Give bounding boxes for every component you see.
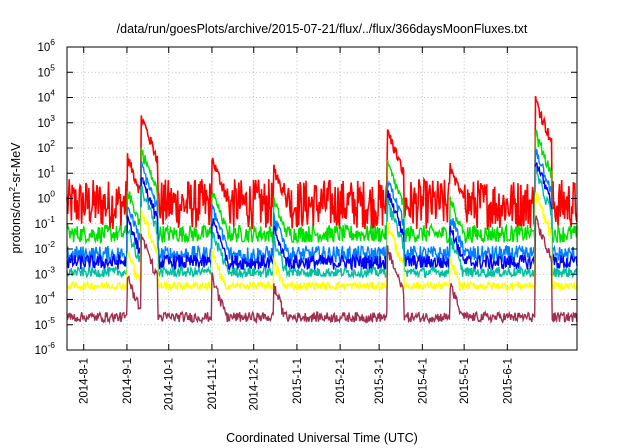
series-line-4 (66, 166, 578, 279)
y-axis: 10-6 10-5 10-4 10-3 10-2 10-1 100 101 102 103 104 1… (35, 37, 577, 357)
x-tick-label: 2015-4-1 (417, 358, 429, 404)
series-group (66, 95, 578, 325)
y-tick-label: 10-4 (35, 290, 56, 307)
y-axis-label-base: protons/cm (9, 192, 23, 254)
x-tick-label: 2015-2-1 (335, 358, 347, 404)
y-tick-label: 104 (37, 88, 55, 105)
series-line-1 (66, 129, 578, 245)
series-line-0 (66, 95, 578, 231)
y-tick-label: 102 (37, 138, 55, 155)
series-line-3 (66, 162, 578, 273)
x-tick-label: 2015-5-1 (459, 358, 471, 404)
series-line-2 (66, 149, 578, 266)
y-tick-label: 10-1 (35, 214, 56, 231)
y-tick-label: 103 (37, 113, 55, 130)
x-tick-label: 2015-6-1 (502, 358, 514, 404)
x-tick-label: 2014-9-1 (122, 358, 134, 404)
x-tick-label: 2014-12-1 (249, 358, 261, 410)
chart-title: /data/run/goesPlots/archive/2015-07-21/f… (117, 22, 528, 36)
series-line-6 (66, 215, 578, 325)
x-axis-label: Coordinated Universal Time (UTC) (226, 431, 418, 445)
x-tick-label: 2015-1-1 (292, 358, 304, 404)
x-tick-label: 2014-8-1 (79, 358, 91, 404)
x-axis: 2014-8-1 2014-9-1 2014-10-1 2014-11-1 2014-1… (79, 47, 514, 410)
y-tick-label: 10-2 (35, 239, 56, 256)
y-tick-label: 10-6 (35, 340, 56, 357)
y-tick-label: 105 (37, 62, 55, 79)
y-tick-label: 10-3 (35, 264, 56, 281)
y-axis-label-rest: -sr-MeV (9, 142, 23, 187)
y-tick-label: 101 (37, 163, 55, 180)
x-tick-label: 2014-11-1 (207, 358, 219, 410)
x-tick-label: 2014-10-1 (164, 358, 176, 410)
y-tick-label: 10-5 (35, 315, 56, 332)
y-axis-label: protons/cm2-sr-MeV (7, 142, 23, 254)
series-line-5 (66, 191, 578, 293)
y-axis-label-sup: 2 (7, 187, 17, 192)
x-tick-label: 2015-3-1 (374, 358, 386, 404)
y-tick-label: 106 (37, 37, 55, 54)
y-tick-label: 100 (37, 189, 55, 206)
